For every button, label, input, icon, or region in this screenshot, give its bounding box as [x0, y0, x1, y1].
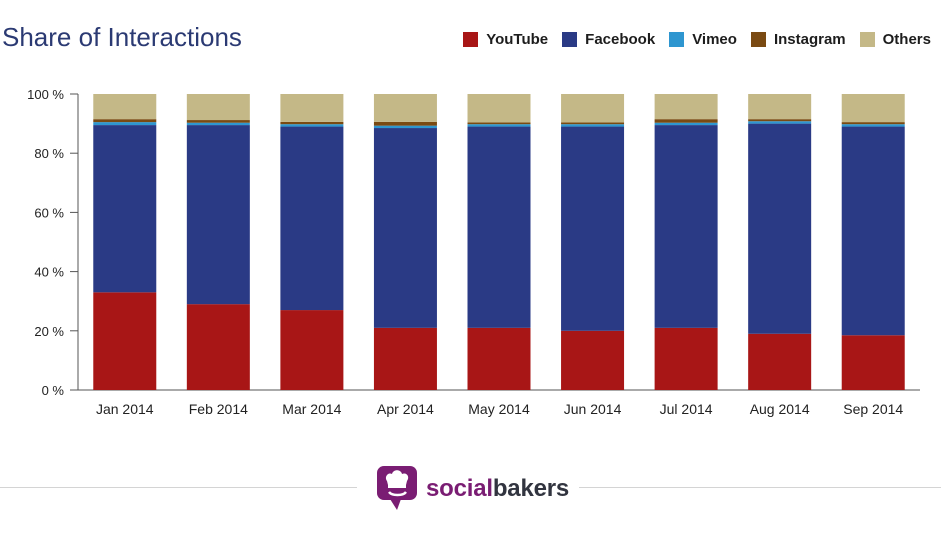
bar-segment-facebook[interactable] — [93, 125, 157, 293]
legend-item-instagram[interactable]: Instagram — [750, 31, 846, 48]
legend-item-youtube[interactable]: YouTube — [463, 31, 548, 48]
bar-segment-others[interactable] — [93, 94, 157, 120]
chart-area: 0 % 20 % 40 % 60 % 80 % 100 % Jan 2014 Feb 2014… — [0, 70, 941, 430]
bar-segment-vimeo[interactable] — [93, 122, 157, 126]
chart-legend: YouTube Facebook Vimeo Instagram Others — [463, 31, 931, 48]
legend-item-facebook[interactable]: Facebook — [562, 31, 655, 48]
brand-wordmark-part1: social — [426, 475, 493, 502]
bar-segment-vimeo[interactable] — [748, 121, 812, 124]
x-tick-label: Jul 2014 — [660, 401, 713, 417]
bar-segment-facebook[interactable] — [467, 126, 531, 328]
legend-item-vimeo[interactable]: Vimeo — [669, 31, 737, 48]
x-tick-label: Jan 2014 — [96, 401, 154, 417]
x-tick-label: Feb 2014 — [189, 401, 248, 417]
bar-segment-youtube[interactable] — [373, 327, 437, 390]
footer-divider-left — [0, 487, 357, 488]
bar-segment-instagram[interactable] — [93, 119, 157, 123]
bar-segment-youtube[interactable] — [467, 327, 531, 390]
brand-wordmark-part2: bakers — [492, 475, 570, 502]
x-tick-label: Apr 2014 — [377, 401, 434, 417]
bar-segment-instagram[interactable] — [748, 119, 812, 122]
y-tick-label: 100 % — [27, 87, 64, 102]
bar-segment-facebook[interactable] — [748, 123, 812, 334]
legend-item-others[interactable]: Others — [859, 31, 931, 48]
bar-segment-youtube[interactable] — [93, 292, 157, 390]
y-tick-label: 0 % — [42, 383, 65, 398]
bar-segment-others[interactable] — [748, 94, 812, 120]
bar-segment-facebook[interactable] — [280, 126, 344, 311]
bar-segment-instagram[interactable] — [561, 122, 625, 125]
bar-segment-facebook[interactable] — [186, 125, 250, 305]
x-tick-label: Aug 2014 — [750, 401, 810, 417]
legend-label-instagram: Instagram — [773, 31, 846, 48]
bar-segment-instagram[interactable] — [186, 120, 250, 123]
bar-segment-youtube[interactable] — [280, 310, 344, 390]
bar-segment-instagram[interactable] — [841, 122, 905, 125]
bar-segment-youtube[interactable] — [186, 304, 250, 390]
bar-segment-others[interactable] — [654, 94, 718, 120]
bar-segment-facebook[interactable] — [654, 125, 718, 328]
bar-segment-youtube[interactable] — [841, 335, 905, 390]
bar-segment-vimeo[interactable] — [186, 122, 250, 126]
legend-swatch-facebook — [562, 32, 578, 47]
bar-segment-vimeo[interactable] — [373, 125, 437, 129]
bar-segment-others[interactable] — [186, 94, 250, 121]
y-tick-label: 60 % — [34, 205, 64, 220]
bar-segment-others[interactable] — [841, 94, 905, 123]
bar-segment-vimeo[interactable] — [654, 122, 718, 126]
x-tick-label: Sep 2014 — [843, 401, 903, 417]
legend-label-facebook: Facebook — [585, 31, 656, 48]
bar-segment-vimeo[interactable] — [280, 124, 344, 127]
bar-segment-instagram[interactable] — [654, 119, 718, 123]
y-tick-label: 40 % — [34, 265, 64, 280]
bar-segment-youtube[interactable] — [748, 333, 812, 390]
legend-label-youtube: YouTube — [486, 31, 549, 48]
bar-segment-facebook[interactable] — [561, 126, 625, 331]
legend-swatch-others — [859, 32, 875, 47]
bar-segment-instagram[interactable] — [373, 121, 437, 126]
legend-label-others: Others — [882, 31, 931, 48]
bar-segment-facebook[interactable] — [373, 128, 437, 328]
y-tick-label: 80 % — [34, 146, 64, 161]
bar-segment-others[interactable] — [467, 94, 531, 123]
bar-segment-youtube[interactable] — [654, 327, 718, 390]
legend-label-vimeo: Vimeo — [692, 31, 737, 48]
bar-segment-facebook[interactable] — [841, 126, 905, 336]
bar-segment-instagram[interactable] — [467, 122, 531, 125]
brand-logo: socialbakers — [376, 463, 569, 515]
legend-swatch-youtube — [463, 32, 479, 47]
bar-segment-vimeo[interactable] — [467, 124, 531, 127]
bar-segment-others[interactable] — [280, 94, 344, 122]
chef-speech-bubble-icon — [377, 466, 417, 510]
x-tick-label: May 2014 — [468, 401, 530, 417]
bar-segment-vimeo[interactable] — [841, 124, 905, 127]
x-tick-label: Jun 2014 — [564, 401, 622, 417]
bar-segment-vimeo[interactable] — [561, 124, 625, 127]
stacked-bar-chart: 0 % 20 % 40 % 60 % 80 % 100 % Jan 2014 Feb 2014… — [27, 87, 920, 417]
legend-swatch-vimeo — [669, 32, 685, 47]
chart-title: Share of Interactions — [2, 22, 242, 52]
brand-wordmark: socialbakers — [426, 475, 569, 503]
bar-segment-instagram[interactable] — [280, 121, 344, 125]
footer-divider-right — [579, 487, 941, 488]
legend-swatch-instagram — [750, 32, 766, 47]
y-tick-label: 20 % — [34, 324, 64, 339]
bar-segment-others[interactable] — [373, 94, 437, 122]
bar-segment-others[interactable] — [561, 94, 625, 123]
x-tick-label: Mar 2014 — [282, 401, 341, 417]
bar-segment-youtube[interactable] — [561, 330, 625, 390]
